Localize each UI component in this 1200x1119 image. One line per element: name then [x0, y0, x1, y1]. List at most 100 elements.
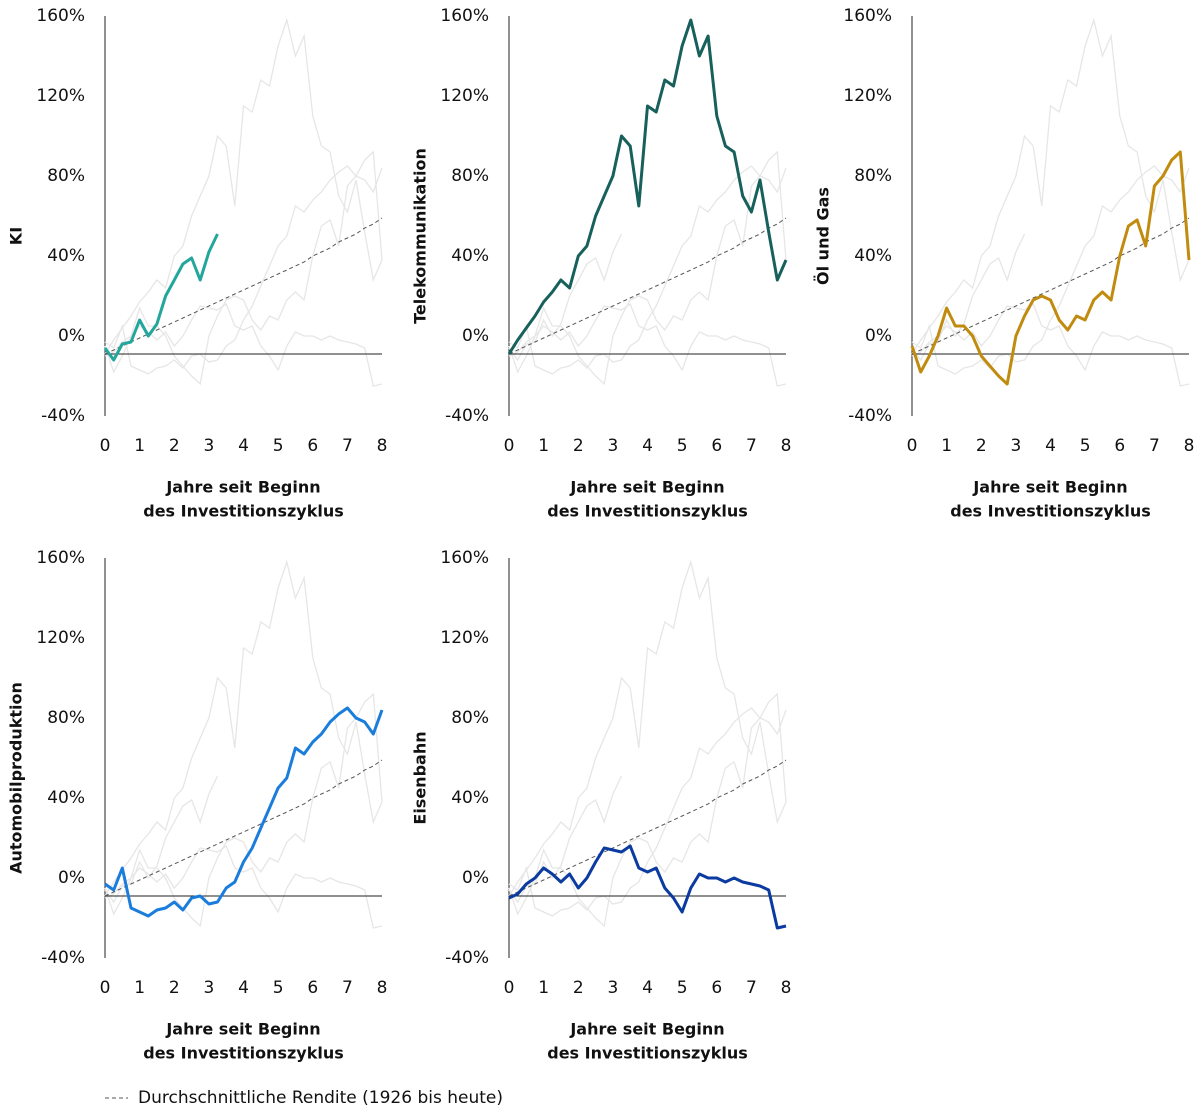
highlight-line [104, 706, 384, 918]
y-tick-label: 120% [440, 628, 489, 648]
x-tick-label: 5 [1080, 436, 1091, 456]
y-tick-label: 80% [451, 166, 489, 186]
x-axis-title: des Investitionszyklus [547, 1044, 748, 1063]
x-tick-label: 6 [711, 978, 722, 998]
x-tick-label: 0 [504, 436, 515, 456]
x-tick-label: 3 [607, 436, 618, 456]
x-tick-label: 7 [746, 436, 757, 456]
y-tick-label: 120% [440, 86, 489, 106]
highlight-line [507, 18, 788, 355]
x-tick-label: 1 [941, 436, 952, 456]
background-line [104, 692, 383, 928]
y-axis-title: KI [7, 227, 26, 245]
x-tick-label: 2 [169, 978, 180, 998]
x-tick-label: 3 [203, 978, 214, 998]
x-tick-label: 3 [607, 978, 618, 998]
background-line [104, 17, 383, 355]
y-tick-label: 160% [36, 6, 85, 26]
panel: -40% 0% 40% 80% 120% 160% 0 1 2 3 4 5 6 7 8 Öl und Gas J… [814, 6, 1195, 521]
x-tick-label: 0 [504, 978, 515, 998]
x-tick-label: 4 [642, 436, 653, 456]
x-tick-label: 7 [746, 978, 757, 998]
background-line [508, 692, 787, 928]
average-line [508, 217, 787, 355]
y-tick-label: 0% [58, 868, 85, 888]
background-line [508, 233, 623, 362]
x-tick-label: 2 [976, 436, 987, 456]
x-tick-label: 4 [1045, 436, 1056, 456]
x-tick-label: 6 [307, 978, 318, 998]
background-line [508, 302, 787, 387]
y-tick-label: 80% [854, 166, 892, 186]
x-tick-label: 2 [573, 978, 584, 998]
x-tick-label: 5 [273, 978, 284, 998]
y-tick-label: 40% [47, 788, 85, 808]
y-tick-label: 160% [36, 548, 85, 568]
y-tick-label: 120% [36, 628, 85, 648]
y-tick-label: 0% [58, 326, 85, 346]
average-line [911, 217, 1190, 355]
x-tick-label: 8 [781, 978, 792, 998]
background-line [911, 302, 1190, 387]
y-tick-label: 40% [854, 246, 892, 266]
y-tick-label: 80% [47, 708, 85, 728]
y-axis-title: Eisenbahn [411, 731, 430, 824]
highlight-line [103, 233, 219, 362]
x-tick-label: 5 [273, 436, 284, 456]
y-tick-label: 80% [47, 166, 85, 186]
x-tick-label: 2 [169, 436, 180, 456]
x-axis-title: des Investitionszyklus [143, 1044, 344, 1063]
y-tick-label: 40% [451, 788, 489, 808]
y-tick-label: 40% [47, 246, 85, 266]
background-line [104, 165, 383, 375]
background-line [508, 707, 787, 917]
y-tick-label: -40% [41, 406, 85, 426]
y-tick-label: 120% [843, 86, 892, 106]
x-tick-label: 7 [342, 978, 353, 998]
panel: -40% 0% 40% 80% 120% 160% 0 1 2 3 4 5 6 7 8 Telekommuni… [411, 6, 792, 521]
average-line [104, 759, 383, 897]
panel: -40% 0% 40% 80% 120% 160% 0 1 2 3 4 5 6 7 8 KI Jahre sei… [7, 6, 388, 521]
x-tick-label: 1 [538, 436, 549, 456]
highlight-line [508, 844, 787, 930]
y-tick-label: 0% [865, 326, 892, 346]
x-tick-label: 8 [377, 436, 388, 456]
background-line [508, 150, 787, 386]
y-tick-label: 160% [843, 6, 892, 26]
x-axis-title: des Investitionszyklus [547, 502, 748, 521]
background-line [508, 775, 623, 904]
x-tick-label: 8 [1184, 436, 1195, 456]
x-tick-label: 4 [238, 436, 249, 456]
x-tick-label: 6 [307, 436, 318, 456]
y-tick-label: 160% [440, 548, 489, 568]
panel: -40% 0% 40% 80% 120% 160% 0 1 2 3 4 5 6 7 8 Automobilpr… [7, 548, 388, 1063]
x-tick-label: 3 [203, 436, 214, 456]
x-tick-label: 4 [642, 978, 653, 998]
y-tick-label: 0% [462, 868, 489, 888]
background-line [104, 150, 383, 386]
x-tick-label: 5 [677, 978, 688, 998]
y-axis-title: Telekommunikation [411, 148, 430, 324]
x-axis-title: Jahre seit Beginn [569, 1020, 724, 1039]
y-tick-label: 160% [440, 6, 489, 26]
y-tick-label: -40% [848, 406, 892, 426]
highlight-line [910, 150, 1191, 386]
background-line [104, 302, 383, 387]
x-tick-label: 1 [134, 978, 145, 998]
x-axis-title: Jahre seit Beginn [972, 478, 1127, 497]
x-tick-label: 1 [538, 978, 549, 998]
x-axis-title: Jahre seit Beginn [569, 478, 724, 497]
y-axis-title: Öl und Gas [814, 187, 833, 285]
x-tick-label: 6 [711, 436, 722, 456]
x-axis-title: des Investitionszyklus [950, 502, 1151, 521]
y-tick-label: -40% [41, 948, 85, 968]
x-axis-title: Jahre seit Beginn [165, 478, 320, 497]
y-tick-label: -40% [445, 948, 489, 968]
x-tick-label: 4 [238, 978, 249, 998]
x-tick-label: 8 [377, 978, 388, 998]
y-tick-label: 120% [36, 86, 85, 106]
y-tick-label: 40% [451, 246, 489, 266]
x-tick-label: 1 [134, 436, 145, 456]
x-tick-label: 8 [781, 436, 792, 456]
